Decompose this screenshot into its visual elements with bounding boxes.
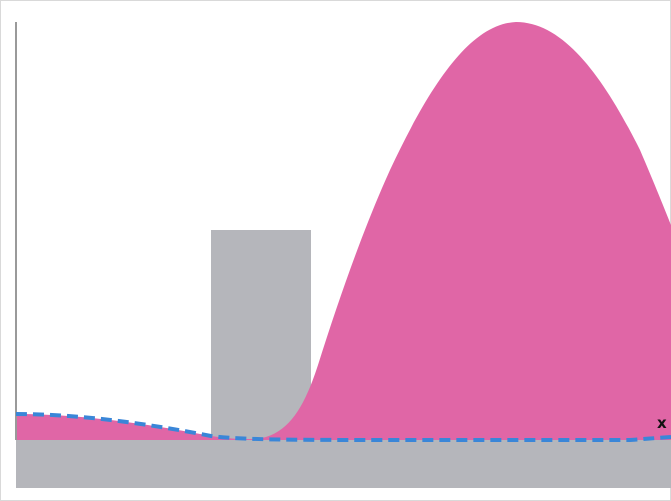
- wave-packet-area: [16, 22, 671, 440]
- ground-region: [16, 440, 671, 488]
- x-axis-label: x: [657, 414, 667, 432]
- dashed-probability-curve: [15, 412, 671, 442]
- potential-barrier: [211, 230, 311, 440]
